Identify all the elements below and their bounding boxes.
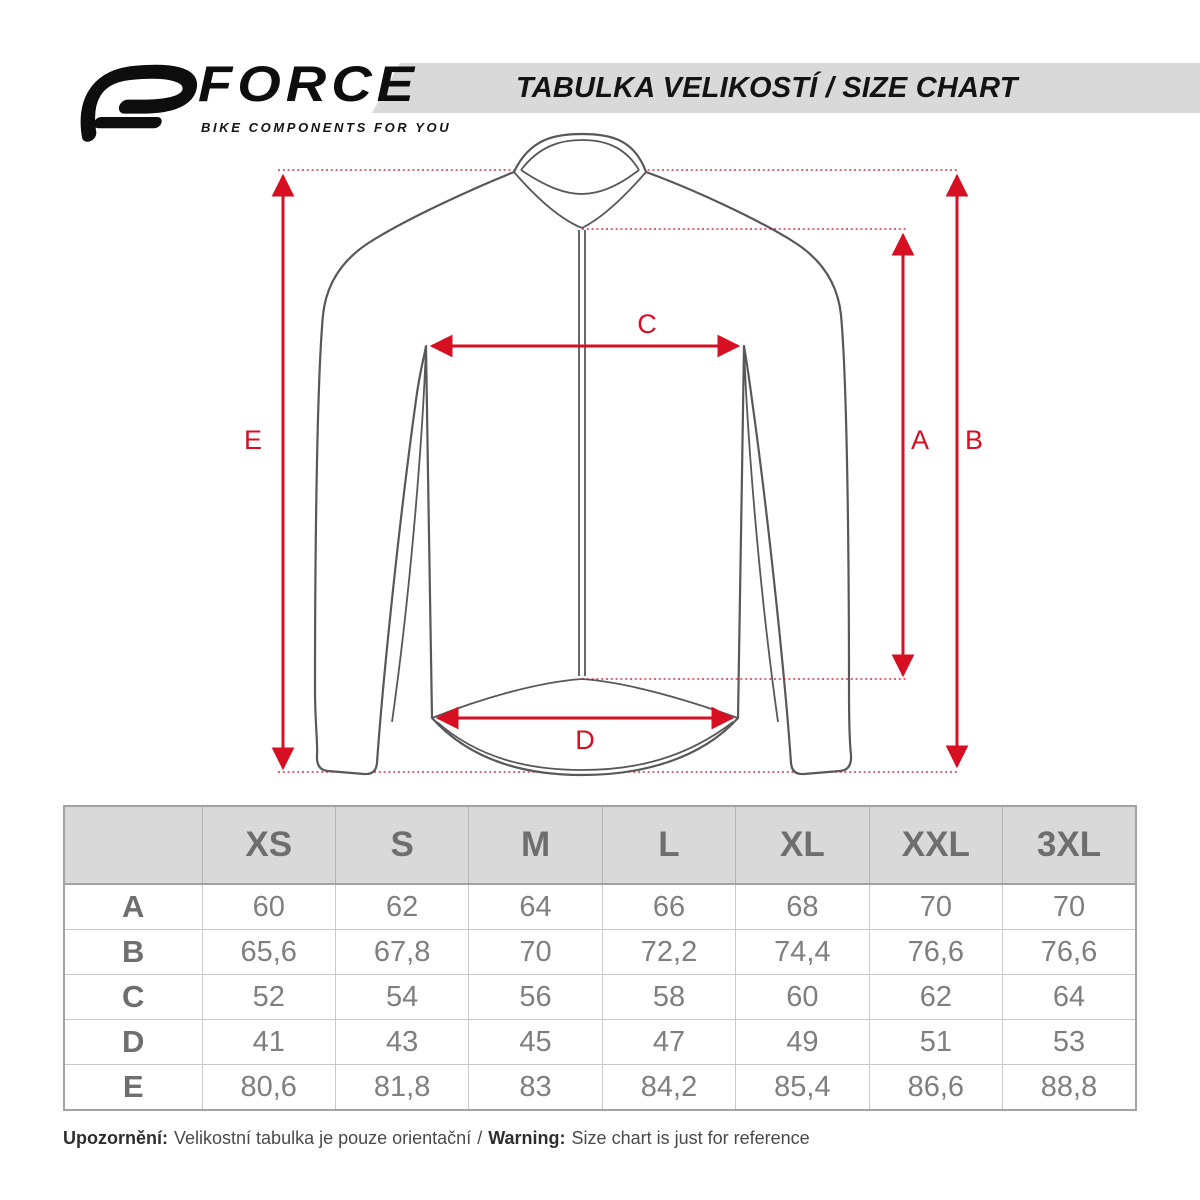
value-cell: 76,6	[1002, 929, 1137, 975]
value-cell: 43	[334, 1019, 470, 1065]
table-row-d: D 41 43 45 47 49 51 53	[63, 1019, 1137, 1065]
dim-label-d: D	[575, 725, 595, 755]
value-cell: 45	[468, 1019, 603, 1065]
column-header-m: M	[468, 805, 603, 885]
row-label: D	[63, 1019, 203, 1065]
value-cell: 60	[735, 974, 870, 1020]
value-cell: 80,6	[201, 1064, 336, 1111]
force-logo: FORCE BIKE COMPONENTS FOR YOU	[60, 55, 449, 142]
table-header-row: XS S M L XL XXL 3XL	[63, 805, 1137, 885]
dim-label-b: B	[965, 425, 983, 455]
dim-label-e: E	[244, 425, 262, 455]
title-band	[372, 63, 1200, 113]
value-cell: 70	[868, 883, 1004, 930]
column-header-xs: XS	[201, 805, 336, 885]
value-cell: 60	[201, 883, 336, 930]
brand-wordmark: FORCE	[198, 54, 419, 112]
note-label-en: Warning:	[488, 1128, 566, 1148]
row-label: A	[63, 883, 203, 930]
value-cell: 76,6	[868, 929, 1004, 975]
table-row-a: A 60 62 64 66 68 70 70	[63, 883, 1137, 930]
value-cell: 84,2	[601, 1064, 737, 1111]
dim-label-a: A	[911, 425, 929, 455]
table-row-c: C 52 54 56 58 60 62 64	[63, 974, 1137, 1020]
value-cell: 81,8	[334, 1064, 470, 1111]
guide-lines-front	[582, 228, 906, 680]
dimension-arrows	[271, 173, 969, 771]
jersey-outline	[313, 132, 853, 777]
column-header-xl: XL	[735, 805, 870, 885]
value-cell: 56	[468, 974, 603, 1020]
value-cell: 70	[1002, 883, 1137, 930]
row-label: C	[63, 974, 203, 1020]
value-cell: 62	[868, 974, 1004, 1020]
value-cell: 58	[601, 974, 737, 1020]
value-cell: 64	[1002, 974, 1137, 1020]
brand-tagline: BIKE COMPONENTS FOR YOU	[201, 120, 452, 135]
value-cell: 66	[601, 883, 737, 930]
value-cell: 62	[334, 883, 470, 930]
force-emblem-icon	[80, 64, 197, 142]
value-cell: 67,8	[334, 929, 470, 975]
column-header-xxl: XXL	[868, 805, 1004, 885]
table-row-b: B 65,6 67,8 70 72,2 74,4 76,6 76,6	[63, 929, 1137, 975]
row-label: B	[63, 929, 203, 975]
value-cell: 83	[468, 1064, 603, 1111]
value-cell: 65,6	[201, 929, 336, 975]
column-header-3xl: 3XL	[1002, 805, 1137, 885]
corner-cell	[63, 805, 203, 885]
column-header-s: S	[334, 805, 470, 885]
value-cell: 74,4	[735, 929, 870, 975]
value-cell: 86,6	[868, 1064, 1004, 1111]
note-text-cs: Velikostní tabulka je pouze orientační	[174, 1128, 472, 1148]
value-cell: 51	[868, 1019, 1004, 1065]
note-separator: /	[477, 1128, 483, 1148]
footer-note: Upozornění: Velikostní tabulka je pouze o…	[63, 1128, 1137, 1149]
dim-label-c: C	[637, 309, 657, 339]
table-body: A 60 62 64 66 68 70 70 B 65,6 67,8 70 72,2 74,4 76,6 76…	[63, 883, 1137, 1111]
value-cell: 54	[334, 974, 470, 1020]
value-cell: 49	[735, 1019, 870, 1065]
value-cell: 88,8	[1002, 1064, 1137, 1111]
jersey-diagram: E A B C D	[244, 132, 983, 777]
value-cell: 68	[735, 883, 870, 930]
size-table: XS S M L XL XXL 3XL A 60 62 64 66 68 70 70 B 65,6 67,8 70…	[63, 805, 1137, 1111]
note-label-cs: Upozornění:	[63, 1128, 168, 1148]
table-row-e: E 80,6 81,8 83 84,2 85,4 86,6 88,8	[63, 1064, 1137, 1111]
value-cell: 53	[1002, 1019, 1137, 1065]
value-cell: 70	[468, 929, 603, 975]
column-header-l: L	[601, 805, 737, 885]
page-title: TABULKA VELIKOSTÍ / SIZE CHART	[516, 72, 1018, 104]
note-text-en: Size chart is just for reference	[571, 1128, 810, 1148]
value-cell: 47	[601, 1019, 737, 1065]
value-cell: 41	[201, 1019, 336, 1065]
value-cell: 72,2	[601, 929, 737, 975]
row-label: E	[63, 1064, 203, 1111]
value-cell: 52	[201, 974, 336, 1020]
value-cell: 64	[468, 883, 603, 930]
value-cell: 85,4	[735, 1064, 870, 1111]
